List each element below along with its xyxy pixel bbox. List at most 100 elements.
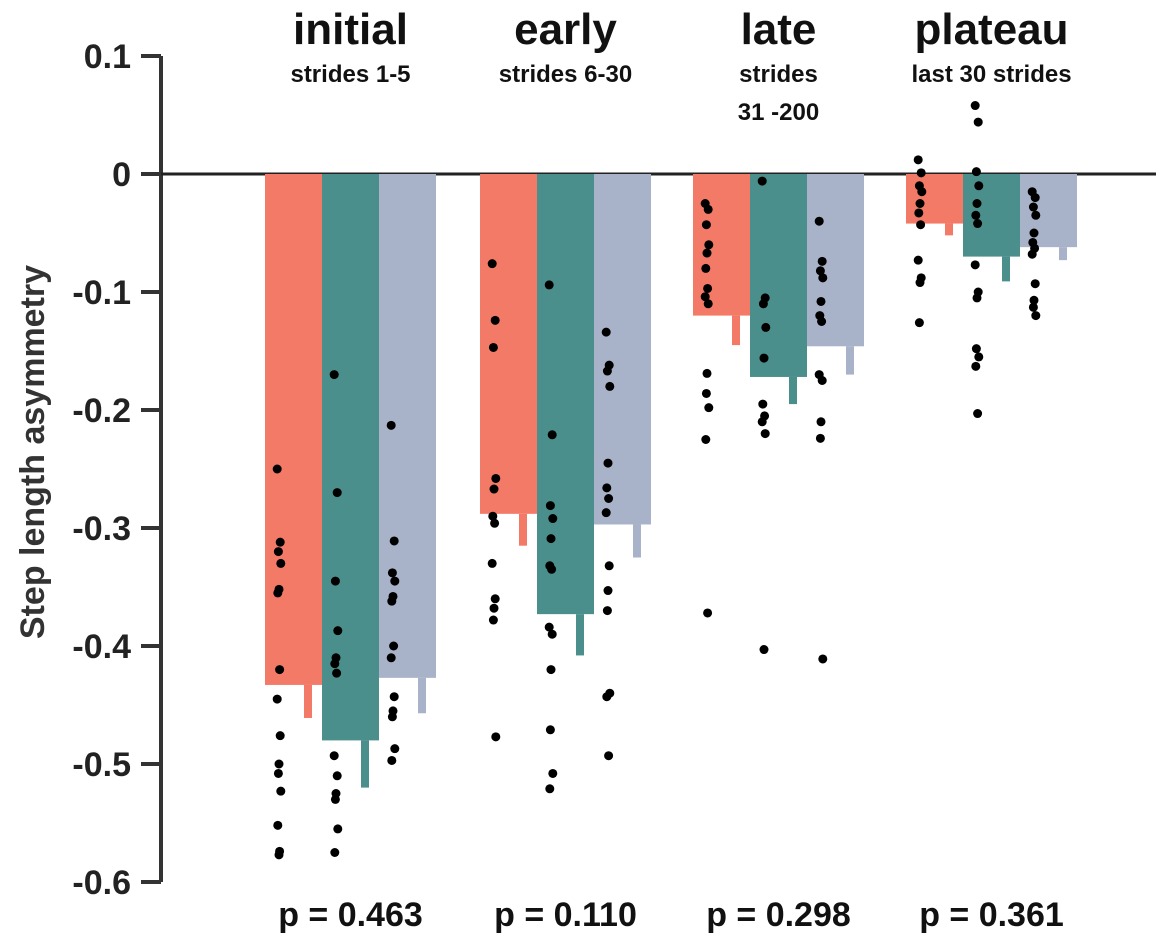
data-point [970,101,980,111]
data-point [915,199,925,208]
data-point [974,352,984,362]
data-point [758,299,768,309]
data-point [604,751,614,761]
data-point [548,514,558,524]
error-bar [1059,247,1067,261]
data-point [704,240,714,250]
bar [807,174,864,347]
phase-title: late [741,5,817,54]
data-point [761,322,771,332]
data-point [817,256,827,266]
data-point [491,473,501,483]
data-point [602,692,612,702]
data-point [603,458,613,468]
data-point [333,824,343,834]
y-tick-label: -0.4 [72,628,131,666]
data-point [815,433,825,443]
data-point [917,187,927,197]
data-point [491,732,501,742]
data-point [973,219,983,229]
data-point [389,641,399,651]
data-point [759,645,769,655]
bar [693,174,750,316]
data-point [916,220,926,230]
data-point [702,248,712,258]
data-point [1031,311,1041,321]
data-point [487,558,497,568]
data-point [547,564,557,574]
error-bar [418,677,426,714]
data-point [760,429,770,439]
phase-title: initial [293,5,408,54]
error-bar [519,513,527,546]
error-bar [304,684,312,718]
data-point [757,176,767,186]
p-value: p = 0.110 [494,896,637,934]
data-point [972,199,982,208]
error-bar [732,315,740,346]
data-point [274,850,284,860]
data-point [273,588,283,598]
data-point [971,344,981,354]
data-point [387,568,397,578]
data-point [547,430,557,440]
phase-subtitle: strides [739,61,818,88]
data-point [273,768,283,778]
data-point [332,668,342,678]
data-point [544,622,554,632]
bar [906,174,963,224]
error-bar [1002,256,1010,282]
y-tick-label: -0.5 [72,746,131,784]
data-point [602,483,612,493]
data-point [546,665,556,675]
data-point [389,536,399,546]
data-point [971,167,981,177]
p-value: p = 0.298 [706,896,851,934]
data-point [548,768,558,778]
data-point [914,208,924,218]
data-point [916,168,926,178]
data-point [703,204,713,214]
data-point [1029,228,1039,238]
bar [594,174,651,525]
data-point [332,488,342,498]
data-point [973,409,983,419]
data-point [816,296,826,306]
data-point [329,370,339,380]
data-point [816,417,826,427]
data-point [602,606,612,616]
data-point [971,210,981,220]
error-bar [846,346,854,375]
bar [537,174,594,615]
data-point [758,399,768,409]
data-point [974,181,984,191]
data-point [273,547,283,557]
data-point [1029,295,1039,305]
y-axis-label: Step length asymmetry [14,265,52,639]
data-point [701,263,711,273]
data-point [602,366,612,376]
data-point [915,278,925,288]
data-point [330,576,340,586]
y-tick-label: -0.3 [72,510,131,548]
plot-area: 0.1 0 -0.1 -0.2 -0.3 -0.4 -0.5 -0.6 initial strid… [72,5,1156,934]
data-point [702,368,712,378]
data-point [272,464,282,474]
data-point [389,692,399,702]
data-point [330,659,340,669]
data-point [545,725,555,735]
data-point [605,381,615,391]
data-point [1027,249,1037,259]
data-point [701,435,711,444]
data-point [330,794,340,804]
data-point [815,266,825,276]
data-point [914,318,924,328]
phase-title: early [514,5,617,54]
data-point [759,353,769,363]
data-point [275,665,285,675]
y-tick-label: 0.1 [84,38,131,76]
data-point [390,744,400,754]
bar [1020,174,1077,248]
data-point [272,694,282,704]
